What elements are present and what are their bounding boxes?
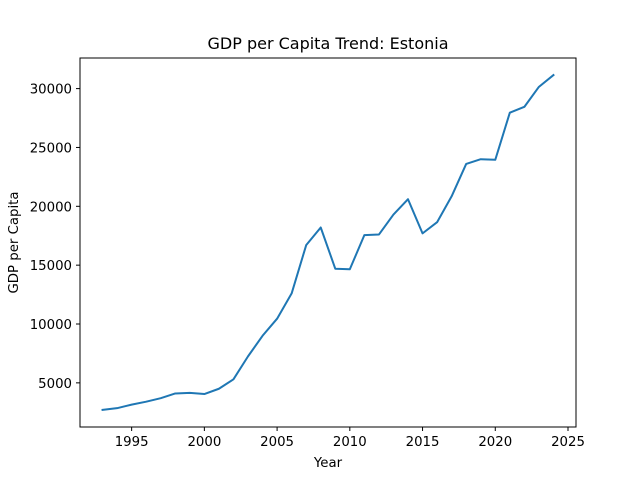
x-axis-ticks: 1995 2000 2005 2010 2015 2020 2025	[115, 427, 585, 450]
x-tick-label: 2005	[260, 435, 294, 450]
x-tick-label: 2015	[406, 435, 440, 450]
y-tick-label: 5000	[38, 377, 72, 392]
y-axis-ticks: 5000 10000 15000 20000 25000 30000	[30, 83, 80, 392]
x-tick-label: 2010	[333, 435, 367, 450]
chart-title: GDP per Capita Trend: Estonia	[207, 34, 448, 53]
x-tick-label: 2020	[478, 435, 512, 450]
plot-area	[79, 57, 577, 428]
x-tick-label: 2025	[551, 435, 585, 450]
x-tick-label: 2000	[187, 435, 221, 450]
series-line-gdp-per-capita	[101, 73, 555, 412]
y-tick-label: 30000	[30, 83, 72, 98]
y-tick-label: 25000	[30, 141, 72, 156]
y-tick-label: 15000	[30, 259, 72, 274]
y-tick-label: 10000	[30, 318, 72, 333]
y-axis-label: GDP per Capita	[7, 191, 22, 293]
y-tick-label: 20000	[30, 200, 72, 215]
x-axis-label: Year	[313, 456, 343, 471]
x-tick-label: 1995	[115, 435, 149, 450]
axes-frame	[79, 57, 577, 428]
